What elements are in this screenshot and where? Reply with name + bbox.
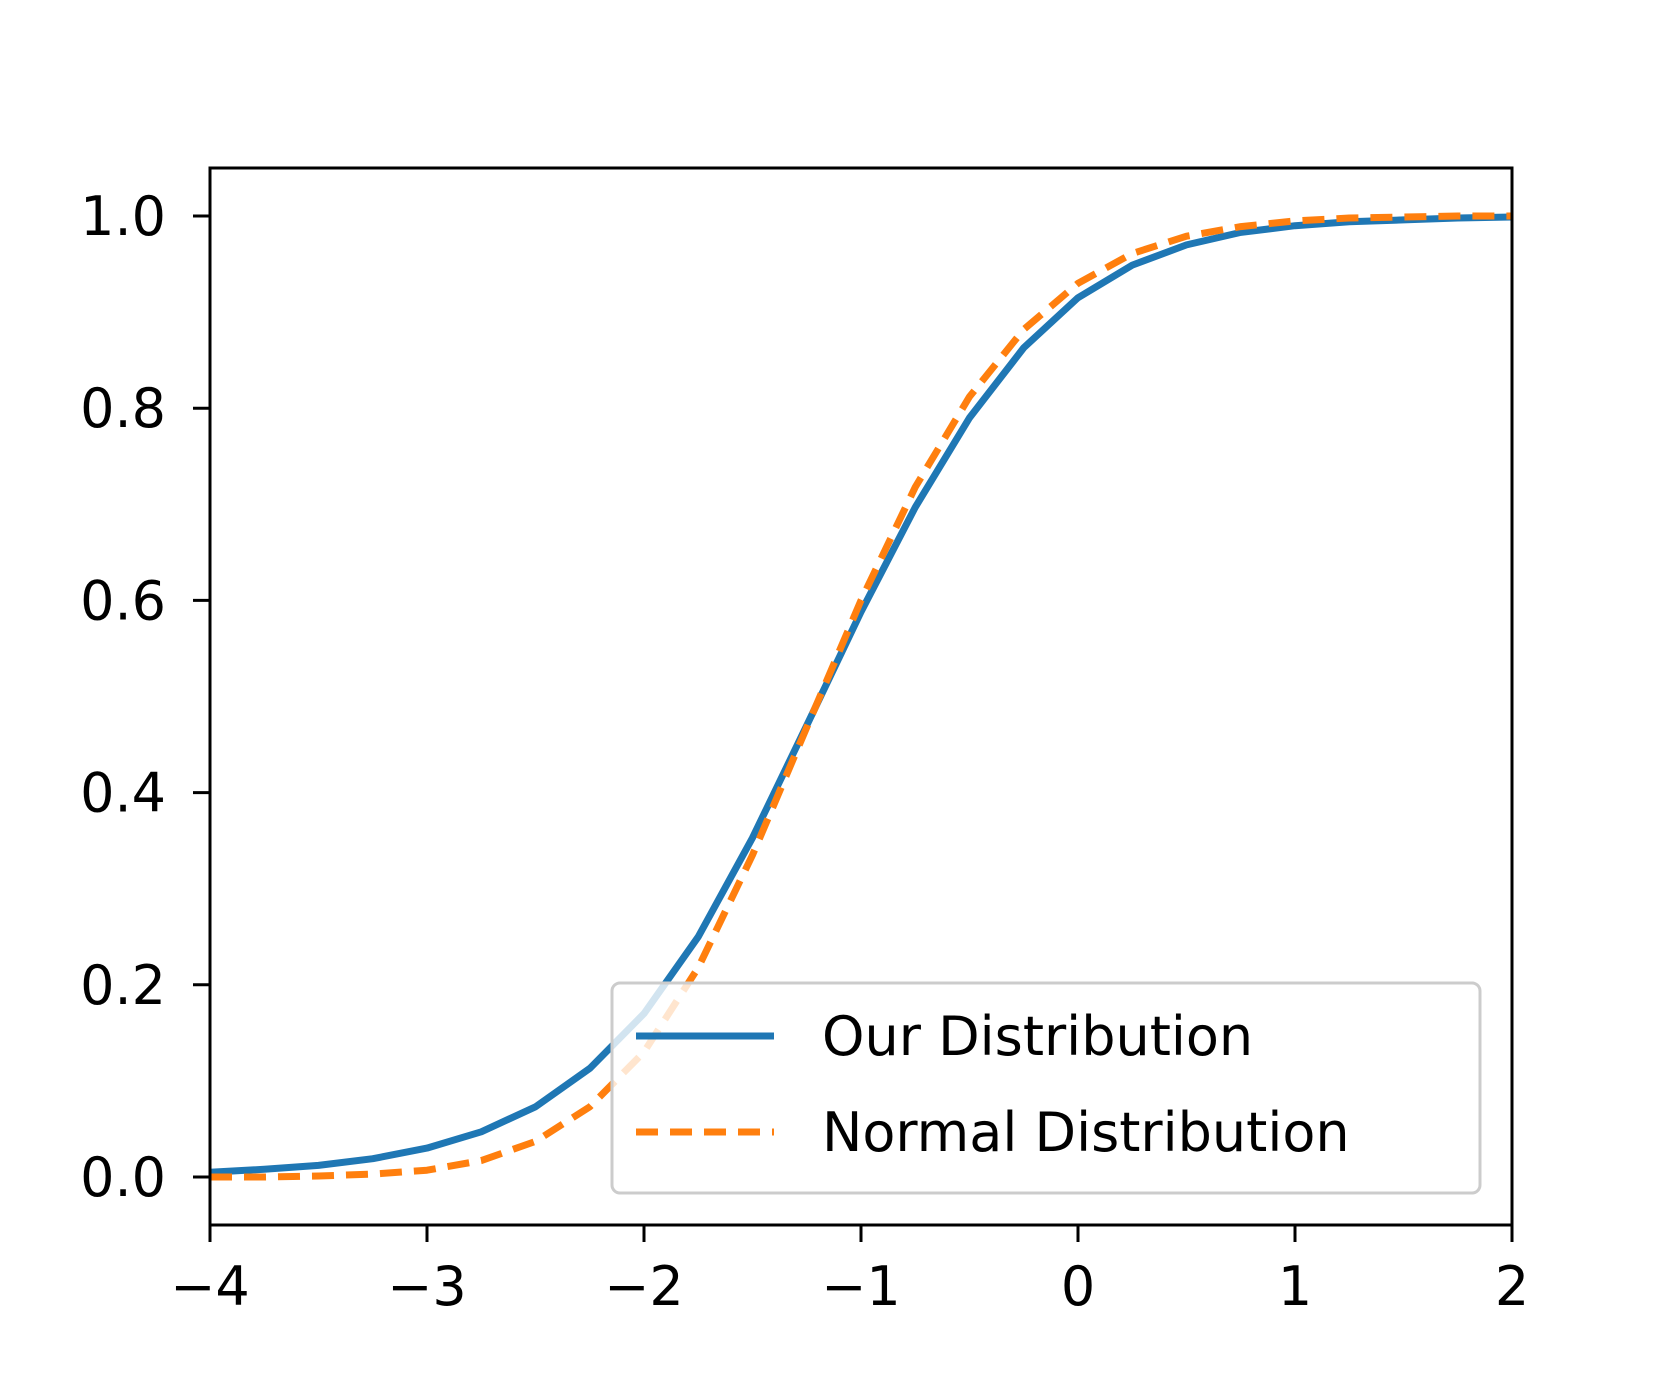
y-tick-label: 0.6	[80, 569, 166, 632]
y-tick-label: 0.4	[80, 762, 166, 825]
y-axis: 0.0 0.2 0.4 0.6 0.8 1.0	[80, 185, 210, 1209]
x-tick-label: 0	[1061, 1255, 1095, 1318]
legend: Our Distribution Normal Distribution	[610, 981, 1482, 1195]
legend-label-1: Normal Distribution	[822, 1101, 1350, 1164]
x-axis: −4 −3 −2 −1 0 1 2	[170, 1225, 1529, 1318]
x-tick-label: 1	[1278, 1255, 1312, 1318]
series-line-0	[210, 213, 1512, 1176]
series-line-1	[210, 212, 1512, 1181]
series-lines	[210, 212, 1512, 1181]
x-tick-label: −3	[387, 1255, 467, 1318]
y-tick-label: 0.2	[80, 954, 166, 1017]
y-tick-label: 0.8	[80, 377, 166, 440]
x-tick-label: −1	[821, 1255, 901, 1318]
legend-label-0: Our Distribution	[822, 1005, 1253, 1068]
x-tick-label: −4	[170, 1255, 250, 1318]
x-tick-label: 2	[1495, 1255, 1529, 1318]
legend-box	[610, 981, 1482, 1195]
y-tick-label: 1.0	[80, 185, 166, 248]
y-tick-label: 0.0	[80, 1146, 166, 1209]
x-tick-label: −2	[604, 1255, 684, 1318]
